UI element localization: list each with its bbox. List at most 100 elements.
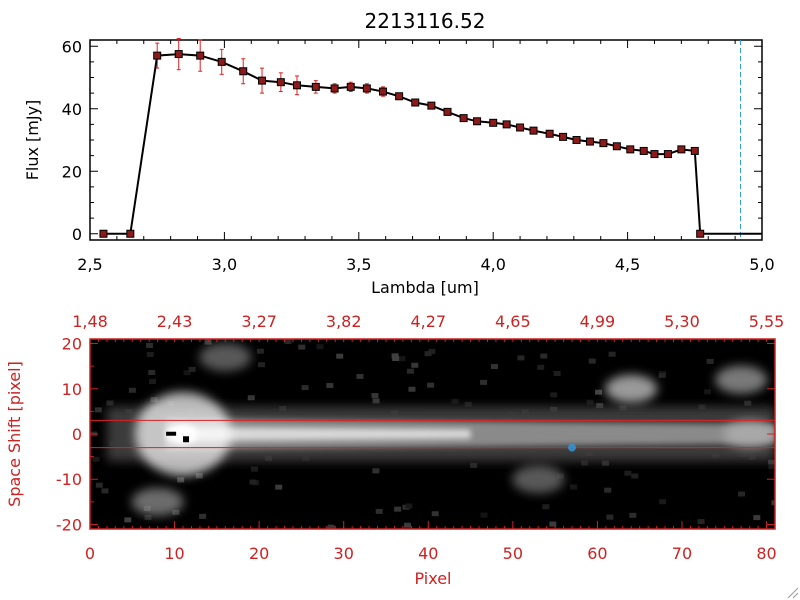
spectrum-2d-y-tick-label: 20	[62, 335, 82, 354]
spectrum-2d-wavelength-label: 5,55	[749, 312, 785, 331]
spectrum-y-tick-label: 40	[62, 100, 82, 119]
spectrum-data-point	[626, 145, 635, 154]
spectrum-2d-x-tick-label: 20	[249, 544, 269, 563]
extraction-aperture-lines	[90, 419, 775, 449]
background-noise-pixel	[204, 339, 212, 345]
spectrum-data-point	[599, 139, 608, 148]
spectrum-error-bars	[155, 37, 697, 158]
background-noise-pixel	[451, 398, 459, 404]
background-noise-pixel	[753, 515, 761, 521]
emission-blob	[512, 465, 565, 494]
background-noise-pixel	[275, 484, 283, 490]
chart-title: 2213116.52	[365, 9, 486, 33]
background-noise-pixel	[375, 508, 383, 514]
spectrum-plot: 2213116.52 2,5 3,0 3,5 4,0 4,5 5,0 0 20 40 60 La…	[23, 9, 775, 297]
spectrum-data-point	[258, 76, 267, 85]
spectrum-2d-x-tick-label: 70	[672, 544, 692, 563]
spectrum-y-tick-label: 20	[62, 162, 82, 181]
background-noise-pixel	[372, 468, 380, 474]
spectrum-2d-image: 0 10 20 30 40 50 60 70 80 -20 -10 0 10 20 1,48 2,43 3,…	[5, 312, 784, 588]
spectrum-2d-x-tick-label: 60	[587, 544, 607, 563]
spectrum-data-point	[239, 67, 248, 76]
background-noise-pixel	[124, 517, 132, 523]
spectrum-data-point	[529, 126, 538, 135]
spectrum-data-point	[362, 84, 371, 93]
resize-grip-icon[interactable]	[787, 587, 799, 599]
spectrum-2d-y-tick-label: 0	[72, 425, 82, 444]
spectrum-2d-wavelength-label: 4,65	[495, 312, 531, 331]
background-noise-pixel	[301, 385, 309, 391]
background-noise-pixel	[608, 351, 616, 357]
background-noise-pixel	[553, 371, 561, 377]
background-noise-pixel	[144, 514, 152, 520]
background-noise-pixel	[372, 398, 380, 404]
spectrum-2d-wavelength-label: 4,27	[410, 312, 446, 331]
spectrum-data-point	[427, 101, 436, 110]
background-noise-pixel	[744, 400, 752, 406]
spectrum-y-tick-label: 0	[72, 225, 82, 244]
spectrum-data-point	[473, 117, 482, 126]
spectrum-2d-x-tick-label: 40	[418, 544, 438, 563]
spectrum-data-point	[99, 229, 108, 238]
spectrum-data-point	[489, 118, 498, 127]
background-noise-pixel	[148, 369, 156, 375]
spectrum-2d-y-tick-label: -20	[56, 515, 82, 534]
background-noise-pixel	[470, 462, 478, 468]
background-noise-pixel	[537, 364, 545, 370]
background-noise-pixel	[195, 473, 203, 479]
background-noise-pixel	[94, 407, 102, 413]
spectrum-x-ticks: 2,5 3,0 3,5 4,0 4,5 5,0	[77, 40, 775, 274]
background-noise-pixel	[540, 353, 548, 359]
background-noise-pixel	[596, 403, 604, 409]
spectrum-data-point	[174, 50, 183, 59]
background-noise-pixel	[316, 344, 324, 350]
background-noise-pixel	[427, 382, 435, 388]
background-noise-pixel	[371, 393, 379, 399]
background-noise-pixel	[737, 491, 745, 497]
saturated-pixel	[183, 436, 190, 443]
background-noise-pixel	[150, 396, 158, 402]
spectrum-data-point	[459, 114, 468, 123]
background-noise-pixel	[249, 479, 257, 485]
spectrum-data-point	[612, 142, 621, 151]
line-marker-dot	[568, 443, 577, 452]
background-noise-pixel	[183, 370, 191, 376]
line-marker	[568, 443, 577, 452]
background-noise-pixel	[706, 358, 714, 364]
spectrum-2d-x-tick-label: 80	[756, 544, 776, 563]
spectrum-series-line	[103, 53, 762, 235]
spectrum-data-point	[311, 82, 320, 91]
spectrum-2d-x-tick-label: 0	[85, 544, 95, 563]
background-noise-pixel	[177, 477, 185, 483]
background-noise-pixel	[298, 344, 306, 350]
spectrum-series-points	[99, 50, 705, 238]
spectrum-2d-wavelength-label: 1,48	[72, 312, 108, 331]
background-noise-pixel	[549, 521, 557, 527]
spectrum-2d-x-tick-label: 30	[334, 544, 354, 563]
background-noise-pixel	[464, 401, 472, 407]
background-noise-pixel	[629, 512, 637, 518]
emission-blob	[199, 343, 252, 372]
spectrum-data-point	[196, 51, 205, 60]
spectrum-2d-y-tick-label: -10	[56, 470, 82, 489]
spectrum-x-tick-label: 4,0	[480, 255, 505, 274]
background-noise-pixel	[405, 503, 413, 509]
spectrum-data-point	[650, 150, 659, 159]
spectral-trace-core	[166, 426, 471, 442]
background-noise-pixel	[247, 395, 255, 401]
spectrum-data-point	[378, 87, 387, 96]
background-noise-pixel	[326, 383, 334, 389]
background-noise-pixel	[480, 379, 488, 385]
spectrum-2d-wavelength-ticks: 1,48 2,43 3,27 3,82 4,27 4,65 4,99 5,30 5,55	[72, 312, 784, 331]
spectrum-flux-line	[103, 53, 762, 235]
spectrum-y-ticks: 0 20 40 60	[62, 37, 762, 244]
spectrum-x-tick-label: 5,0	[749, 255, 774, 274]
spectrum-2d-x-axis-label: Pixel	[414, 569, 451, 588]
spectrum-2d-wavelength-label: 5,30	[664, 312, 700, 331]
background-noise-pixel	[92, 456, 100, 462]
background-noise-pixel	[146, 351, 154, 357]
spectrum-2d-y-axis-label: Space Shift [pixel]	[5, 361, 24, 507]
spectrum-y-tick-label: 60	[62, 37, 82, 56]
background-noise-pixel	[424, 351, 432, 357]
